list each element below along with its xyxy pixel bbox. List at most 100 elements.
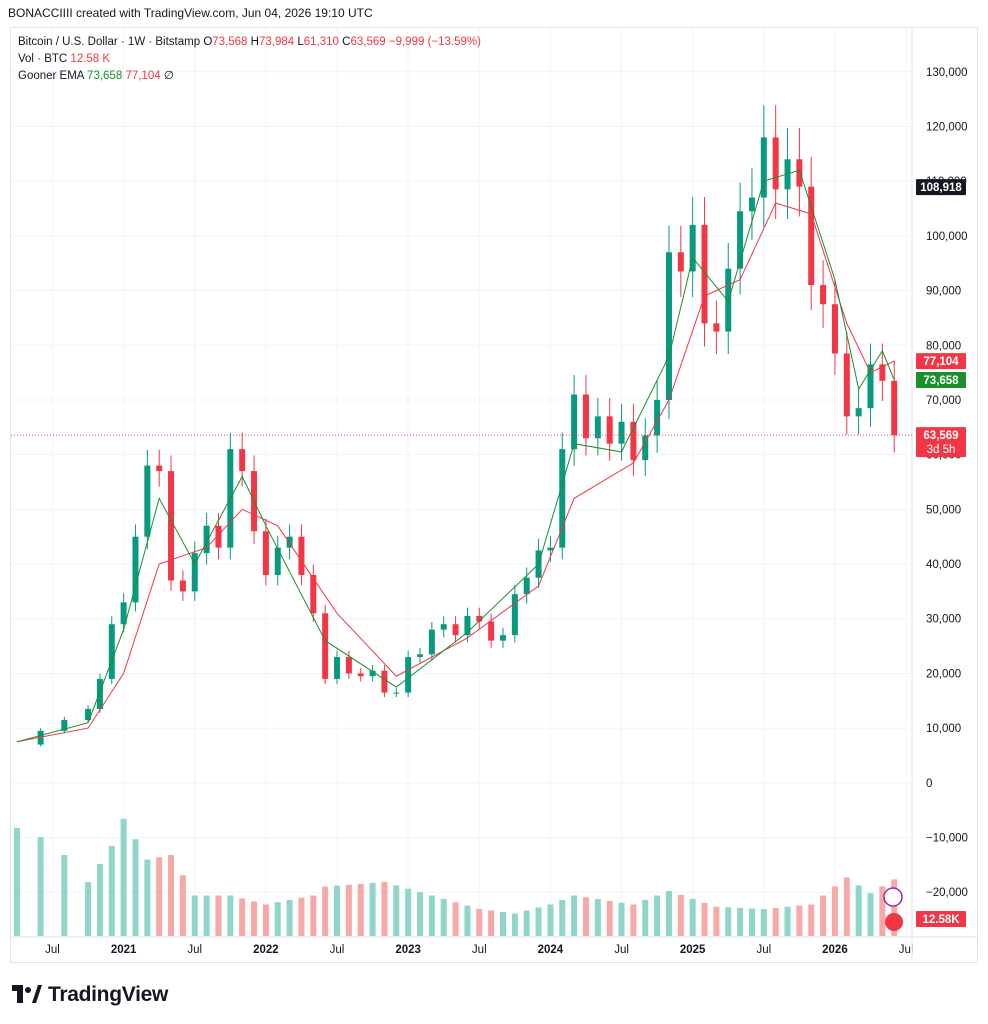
candle-body (831, 304, 838, 354)
volume-bar (891, 879, 898, 936)
candle-body (369, 670, 376, 677)
y-tick-label: 90,000 (926, 286, 961, 298)
volume-bar (61, 855, 68, 936)
volume-bar (108, 846, 115, 936)
candle-body (594, 416, 601, 439)
volume-bar (357, 883, 364, 936)
candle-body (357, 673, 364, 677)
y-tick-label: 0 (926, 778, 932, 790)
flag-icon (885, 913, 903, 931)
y-tick-label: 10,000 (926, 723, 961, 735)
volume-bar (144, 859, 151, 936)
volume-bar (535, 907, 542, 936)
countdown-badge: 3d 5h (927, 444, 956, 456)
candle-body (642, 435, 649, 461)
ema-slow-line (16, 202, 895, 743)
volume-bar (796, 905, 803, 936)
tradingview-logo-text: TradingView (48, 983, 169, 1006)
volume-bar (215, 895, 222, 936)
volume-bar (310, 895, 317, 936)
candle-body (322, 613, 329, 679)
candle-body (665, 252, 672, 400)
legend-symbol[interactable]: Bitcoin / U.S. Dollar · 1W · Bitstamp (18, 36, 201, 48)
volume-bar (760, 909, 767, 936)
candle-body (452, 624, 459, 636)
volume-bar (606, 900, 613, 936)
volume-bar (393, 885, 400, 936)
candle-body (310, 574, 317, 614)
candle-body (654, 399, 661, 436)
legend-volume-label[interactable]: Vol · BTC (18, 53, 68, 65)
legend-high-label: H (250, 36, 259, 48)
y-tick-label: 30,000 (926, 614, 961, 626)
y-tick-label: −20,000 (926, 887, 968, 899)
volume-bar (203, 895, 210, 936)
volume-bar (713, 906, 720, 936)
legend-ema-row: Gooner EMA 73,658 77,104 ∅ (18, 68, 481, 85)
x-tick-label: Jul (187, 944, 202, 956)
y-tick-label: 20,000 (926, 668, 961, 680)
volume-bar (582, 897, 589, 936)
y-tick-label: 70,000 (926, 395, 961, 407)
legend-ema-extra: ∅ (163, 70, 174, 82)
candle-body (488, 621, 495, 641)
candle-body (523, 577, 530, 595)
ema-fast-badge: 73,658 (923, 375, 959, 387)
candle-body (511, 594, 518, 636)
volume-bar (725, 907, 732, 936)
candle-body (737, 211, 744, 269)
volume-bar (689, 898, 696, 936)
volume-bar (559, 900, 566, 936)
candle-body (179, 580, 186, 592)
candle-body (215, 525, 222, 548)
volume-bar (239, 898, 246, 936)
volume-bar (594, 899, 601, 936)
sparkle-icon (883, 887, 903, 907)
legend-open-label: O (203, 36, 213, 48)
x-tick-label: Jul (472, 944, 487, 956)
y-tick-label: 130,000 (926, 67, 968, 79)
candle-body (476, 616, 483, 622)
chart-frame (10, 27, 978, 963)
volume-bar (452, 902, 459, 936)
legend-ema-label[interactable]: Gooner EMA (18, 70, 84, 82)
candle-body (274, 547, 281, 575)
ema-fast-badge-bg (916, 371, 966, 388)
volume-bar (879, 886, 886, 936)
volume-bar (298, 897, 305, 936)
volume-bar (191, 895, 198, 936)
tradingview-logo-icon (12, 985, 42, 1009)
candle-body (120, 602, 127, 625)
y-tick-label: 40,000 (926, 559, 961, 571)
candle-body (440, 624, 447, 630)
x-tick-label: 2024 (538, 944, 564, 956)
ema-slow-badge-bg (916, 353, 966, 370)
x-tick-label: 2021 (111, 944, 137, 956)
volume-bar (511, 913, 518, 936)
volume-bar (499, 912, 506, 936)
volume-bar (345, 884, 352, 936)
candle-body (168, 471, 175, 581)
candle-body (156, 465, 163, 472)
legend-ohlc-row: Bitcoin / U.S. Dollar · 1W · Bitstamp O7… (18, 34, 481, 51)
volume-bar (618, 902, 625, 936)
tradingview-logo[interactable]: TradingView (12, 983, 168, 1009)
candle-body (96, 678, 103, 709)
candle-body (618, 421, 625, 444)
volume-bar (168, 855, 175, 936)
volume-bar (488, 910, 495, 936)
x-tick-label: Jul (899, 944, 914, 956)
volume-bar (855, 885, 862, 936)
y-tick-label: 80,000 (926, 340, 961, 352)
candle-body (239, 449, 246, 472)
x-tick-label: 2025 (680, 944, 706, 956)
volume-bar (665, 891, 672, 936)
volume-bar (677, 894, 684, 936)
candle-body (393, 692, 400, 694)
volume-bar (464, 905, 471, 936)
x-tick-label: 2026 (822, 944, 848, 956)
chart-legend: Bitcoin / U.S. Dollar · 1W · Bitstamp O7… (18, 34, 481, 85)
volume-bar (417, 892, 424, 936)
x-tick-label: Jul (614, 944, 629, 956)
